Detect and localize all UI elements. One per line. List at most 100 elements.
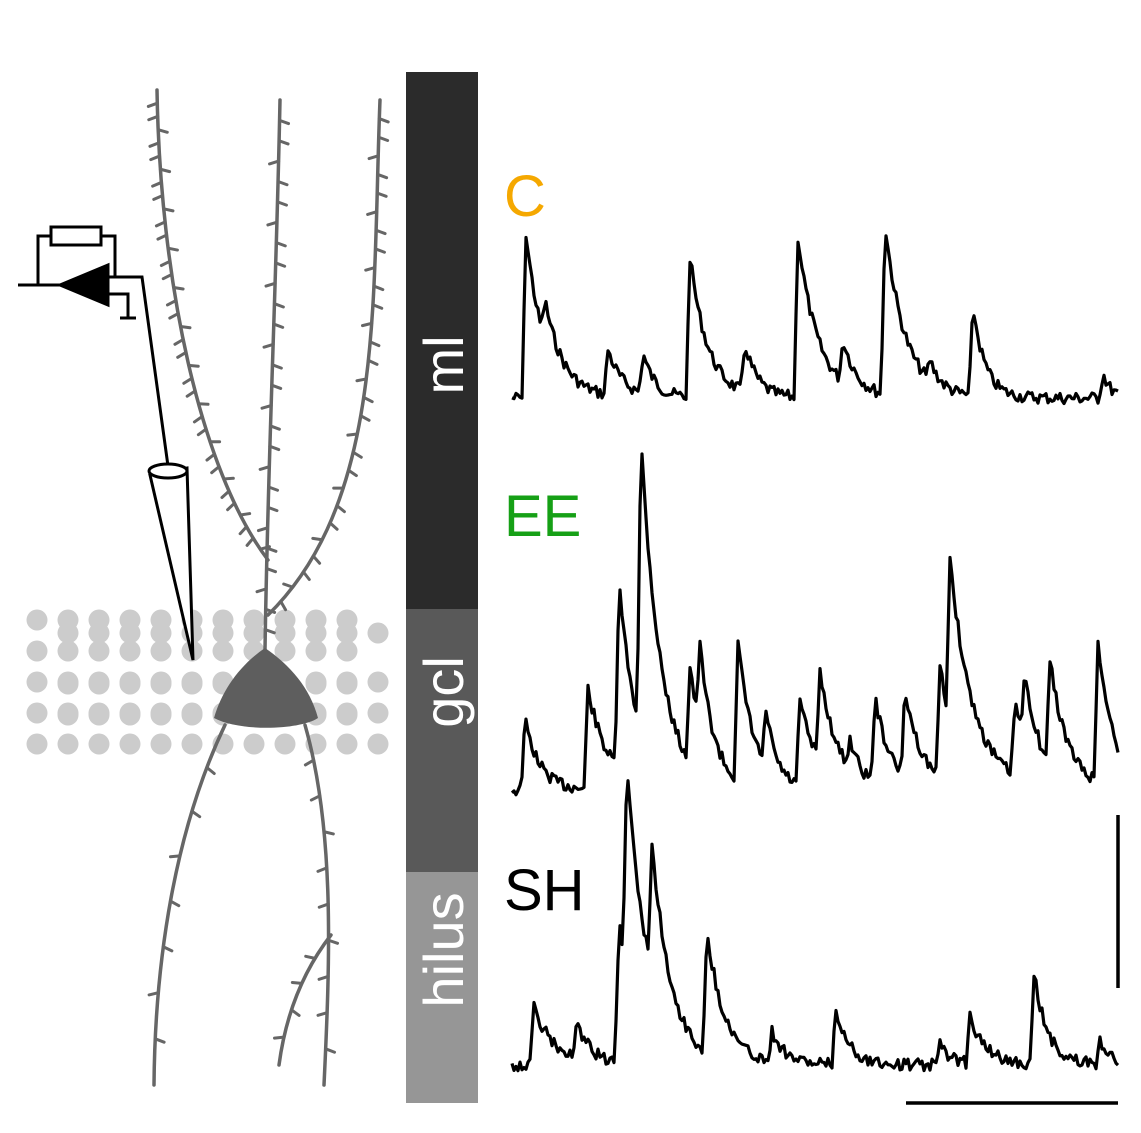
dendritic-spine [268,444,281,452]
dendritic-spine [316,1011,329,1017]
dendritic-spine [302,570,311,581]
granule-cell-dot [181,673,203,695]
dendritic-spine [290,980,304,985]
granule-cell-dot [26,671,48,693]
dendritic-spine [146,101,159,108]
trace-label-sh: SH [504,858,585,923]
dendritic-spine [346,432,359,437]
dendritic-spine [374,228,387,236]
dendritic-spine [316,866,329,873]
dendritic-spine [187,363,200,368]
dendritic-spine [375,191,388,198]
dendritic-spine [351,450,363,459]
trace-label-ee: EE [504,484,581,549]
dendritic-spine [273,1035,286,1040]
dendritic-spine [362,395,374,404]
dendritic-spine [268,424,281,431]
granule-cell-dot [88,733,110,755]
dendrite-apical-right [266,98,382,617]
patch-amplifier-icon [18,225,170,467]
granule-cell-dot [119,673,141,695]
dendritic-spine [153,1037,166,1044]
dendritic-spine [263,628,276,635]
dendritic-spine [196,427,208,437]
granule-cell-layer [26,609,389,755]
dendritic-spines [146,101,390,1054]
dendritic-spine [148,141,161,148]
dendritic-spine [327,938,340,945]
dendritic-spine [347,468,358,478]
layer-gcl [406,609,478,872]
dendritic-spine [176,350,188,359]
granule-cell-dot [88,640,110,662]
amplifier-wire-right [101,234,117,277]
dendritic-spine [162,207,175,213]
granule-cell-dot [150,673,172,695]
granule-cell-dot [119,622,141,644]
granule-cell-dot [336,733,358,755]
dendritic-spine [359,414,371,422]
pipette-wire [108,275,170,467]
recording-pipette-icon [147,462,195,661]
granule-cell-dot [274,622,296,644]
granule-cell-dot [336,704,358,726]
dendritic-spine [265,567,277,574]
layer-ml-label: ml [412,335,475,394]
dendritic-spine [267,485,280,492]
dendritic-spine [324,1047,337,1054]
dendritic-spine [266,220,279,227]
dendritic-spine [360,321,374,328]
dendritic-spine [168,312,180,320]
dendritic-spine [371,303,384,310]
granule-cell-dot [367,622,389,644]
granule-cell-dot [243,622,265,644]
dendritic-spine [226,501,236,512]
amplifier-ground-wire [108,292,130,318]
granule-cell-dot [57,704,79,726]
granule-cell-dot [57,640,79,662]
amplifier-wire-left [36,234,51,285]
dendritic-spine [172,285,185,291]
granule-cell-dot [367,702,389,724]
granule-cell-dot [274,640,296,662]
granule-cell-neuron-icon [146,88,390,1087]
dendritic-spine [179,325,192,330]
dendritic-spine [182,376,194,385]
dendritic-spine [173,338,185,346]
granule-cell-dot [212,640,234,662]
dendritic-spine [161,945,174,953]
dendritic-spine [156,128,169,134]
dendritic-spine [151,180,163,188]
dendritic-spine [311,536,324,542]
dendritic-spine [270,383,283,390]
dendritic-spine [255,587,268,594]
dendritic-spine [210,465,221,475]
dendritic-spine [152,194,164,201]
trace-c [511,234,1119,406]
amplifier-resistor [49,225,103,247]
dendritic-spine [279,599,288,612]
granule-cell-dot [243,733,265,755]
dendritic-spine [274,261,287,268]
dendritic-spine [220,489,231,499]
dendritic-spine [185,389,197,398]
dendritic-spine [317,902,330,909]
dendritic-spine [258,465,271,471]
granule-cell-dot [26,702,48,724]
dendritic-spine [372,284,385,292]
dendritic-spine [238,512,252,517]
axon-branch [277,933,333,1067]
trace-label-c: C [504,164,546,229]
granule-cell-dot [88,704,110,726]
granule-cell-dot [119,733,141,755]
dendritic-spine [366,358,379,366]
dendritic-spine [364,266,377,272]
dendritic-spine [377,135,390,142]
dendritic-spine [366,210,379,216]
layer-gcl-label: gcl [412,656,475,728]
dendritic-spine [165,299,178,307]
dendritic-spine [192,415,204,424]
granule-cell-dot [212,622,234,644]
dendritic-spine [147,991,160,997]
